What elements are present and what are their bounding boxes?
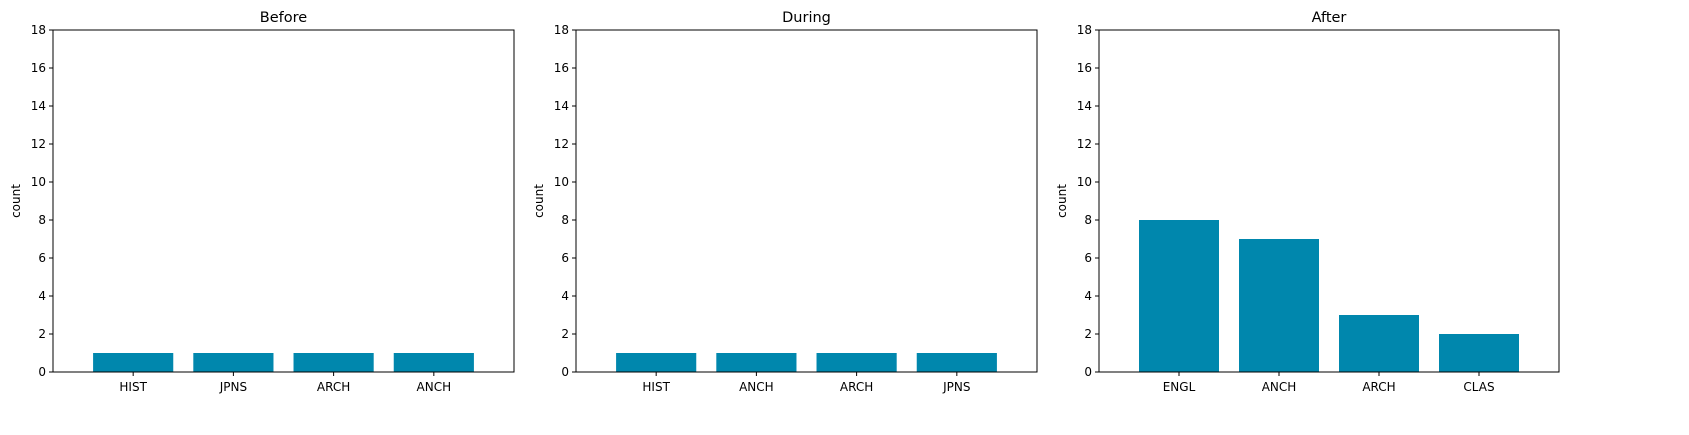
y-tick-label: 10: [1077, 175, 1092, 189]
x-tick-label: JPNS: [219, 380, 247, 394]
y-tick-label: 10: [554, 175, 569, 189]
y-tick-label: 4: [1084, 289, 1092, 303]
y-tick-label: 14: [1077, 99, 1092, 113]
chart-title: Before: [260, 10, 307, 26]
y-tick-label: 16: [1077, 61, 1092, 75]
y-tick-label: 12: [31, 137, 46, 151]
bar-arch: [293, 353, 374, 372]
y-axis-label: count: [532, 184, 546, 218]
bar-jpns: [916, 353, 997, 372]
y-tick-label: 2: [1084, 327, 1092, 341]
x-tick-label: ARCH: [840, 380, 873, 394]
chart-title: During: [782, 10, 831, 26]
chart-title: After: [1312, 10, 1347, 26]
y-tick-label: 0: [1084, 365, 1092, 379]
y-tick-label: 8: [1084, 213, 1092, 227]
y-axis-label: count: [9, 184, 23, 218]
y-tick-label: 12: [1077, 137, 1092, 151]
x-tick-label: CLAS: [1463, 380, 1494, 394]
y-tick-label: 14: [31, 99, 46, 113]
chart-panel-3: After count 0 2 4 6 8 10 12 14 16 18 ENGL ANCH ARCH CLA…: [1055, 10, 1560, 394]
y-tick-label: 6: [1084, 251, 1092, 265]
x-tick-label: ARCH: [1362, 380, 1395, 394]
y-tick-label: 8: [561, 213, 569, 227]
x-tick-label: ANCH: [417, 380, 452, 394]
y-tick-label: 16: [31, 61, 46, 75]
y-tick-label: 18: [554, 23, 569, 37]
y-tick-label: 0: [38, 365, 46, 379]
y-tick-label: 0: [561, 365, 569, 379]
y-tick-label: 2: [38, 327, 46, 341]
y-tick-label: 4: [38, 289, 46, 303]
x-tick-label: ANCH: [739, 380, 774, 394]
chart-panel-2: During count 0 2 4 6 8 10 12 14 16 18 HIST ANCH ARCH JP…: [532, 10, 1038, 394]
bar-hist: [616, 353, 697, 372]
y-tick-label: 10: [31, 175, 46, 189]
y-tick-label: 16: [554, 61, 569, 75]
bar-jpns: [193, 353, 274, 372]
bar-engl: [1139, 220, 1219, 372]
bar-hist: [93, 353, 174, 372]
bar-clas: [1439, 334, 1519, 372]
chart-panel-1: Before count 0 2 4 6 8 10 12 14 16 18 HIST JPNS ARCH AN…: [9, 10, 515, 394]
y-tick-label: 18: [31, 23, 46, 37]
axes-frame: [52, 29, 515, 373]
bar-arch: [816, 353, 897, 372]
y-tick-label: 14: [554, 99, 569, 113]
bar-anch: [716, 353, 797, 372]
bar-anch: [393, 353, 474, 372]
x-tick-label: HIST: [642, 380, 670, 394]
y-axis-label: count: [1055, 184, 1069, 218]
axes-frame: [1098, 29, 1560, 373]
x-tick-label: ARCH: [317, 380, 350, 394]
x-tick-label: ANCH: [1262, 380, 1297, 394]
x-tick-label: JPNS: [942, 380, 970, 394]
y-tick-label: 18: [1077, 23, 1092, 37]
y-tick-label: 4: [561, 289, 569, 303]
y-tick-label: 6: [561, 251, 569, 265]
bar-arch: [1339, 315, 1419, 372]
bar-anch: [1239, 239, 1319, 372]
y-tick-label: 6: [38, 251, 46, 265]
y-tick-label: 12: [554, 137, 569, 151]
y-tick-label: 8: [38, 213, 46, 227]
x-tick-label: HIST: [119, 380, 147, 394]
x-tick-label: ENGL: [1163, 380, 1196, 394]
y-tick-label: 2: [561, 327, 569, 341]
axes-frame: [575, 29, 1038, 373]
